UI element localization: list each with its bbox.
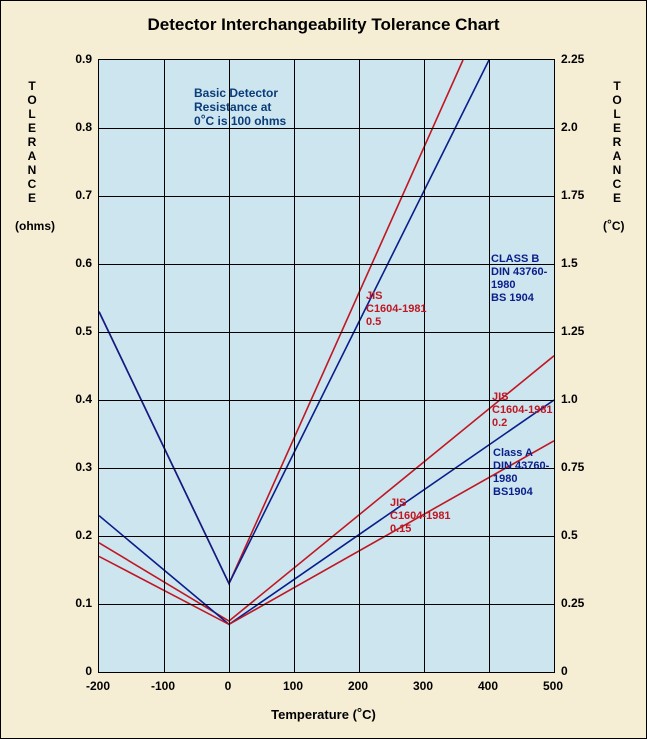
chart-frame: Detector Interchangeability Tolerance Ch… [0,0,647,739]
grid-hline [99,332,554,333]
y-left-tick: 0.9 [52,52,92,66]
resistance-note: Basic Detector Resistance at 0°C is 100 … [194,86,286,128]
grid-hline [99,604,554,605]
right-axis-letters: TOLERANCE [610,79,624,205]
grid-hline [99,128,554,129]
x-tick: 0 [208,679,248,693]
grid-vline [294,60,295,672]
grid-hline [99,264,554,265]
x-tick: 200 [338,679,378,693]
y-left-tick: 0.2 [52,528,92,542]
grid-hline [99,196,554,197]
series-label: Class ADIN 43760-1980BS1904 [493,447,554,499]
grid-vline [489,60,490,672]
x-axis-label: Temperature (°C) [1,707,646,722]
y-right-tick: 0 [561,664,601,678]
grid-vline [424,60,425,672]
x-tick: 500 [533,679,573,693]
x-tick: 100 [273,679,313,693]
series-jis02 [99,356,554,621]
grid-vline [229,60,230,672]
y-left-tick: 0.8 [52,120,92,134]
x-tick: -200 [78,679,118,693]
y-left-tick: 0.4 [52,392,92,406]
y-left-tick: 0 [52,664,92,678]
grid-vline [359,60,360,672]
note-line3: 0°C is 100 ohms [194,114,286,128]
right-axis-unit: (°C) [603,219,624,233]
y-right-tick: 1.5 [561,256,601,270]
y-left-tick: 0.7 [52,188,92,202]
y-left-tick: 0.1 [52,596,92,610]
x-tick: 400 [468,679,508,693]
left-axis-letters: TOLERANCE [25,79,39,205]
y-right-tick: 2.25 [561,52,601,66]
y-right-tick: 0.25 [561,596,601,610]
y-right-tick: 2.0 [561,120,601,134]
note-line1: Basic Detector [194,86,286,100]
series-label: JISC1604-19810.15 [390,497,451,536]
grid-hline [99,536,554,537]
series-label: CLASS BDIN 43760-1980BS 1904 [491,253,554,305]
y-right-tick: 0.75 [561,460,601,474]
chart-title: Detector Interchangeability Tolerance Ch… [1,15,646,35]
chart-lines [99,60,554,672]
grid-hline [99,400,554,401]
note-line2: Resistance at [194,100,286,114]
y-left-tick: 0.6 [52,256,92,270]
series-label: JISC1604-19810.2 [492,391,553,430]
series-classA [99,400,554,624]
x-tick: -100 [143,679,183,693]
y-right-tick: 1.75 [561,188,601,202]
y-right-tick: 1.25 [561,324,601,338]
grid-vline [164,60,165,672]
y-left-tick: 0.3 [52,460,92,474]
y-right-tick: 1.0 [561,392,601,406]
y-left-tick: 0.5 [52,324,92,338]
plot-area: Basic Detector Resistance at 0°C is 100 … [98,59,555,673]
x-tick: 300 [403,679,443,693]
y-right-tick: 0.5 [561,528,601,542]
series-label: JISC1604-19810.5 [366,290,427,329]
left-axis-unit: (ohms) [15,219,55,233]
grid-hline [99,468,554,469]
